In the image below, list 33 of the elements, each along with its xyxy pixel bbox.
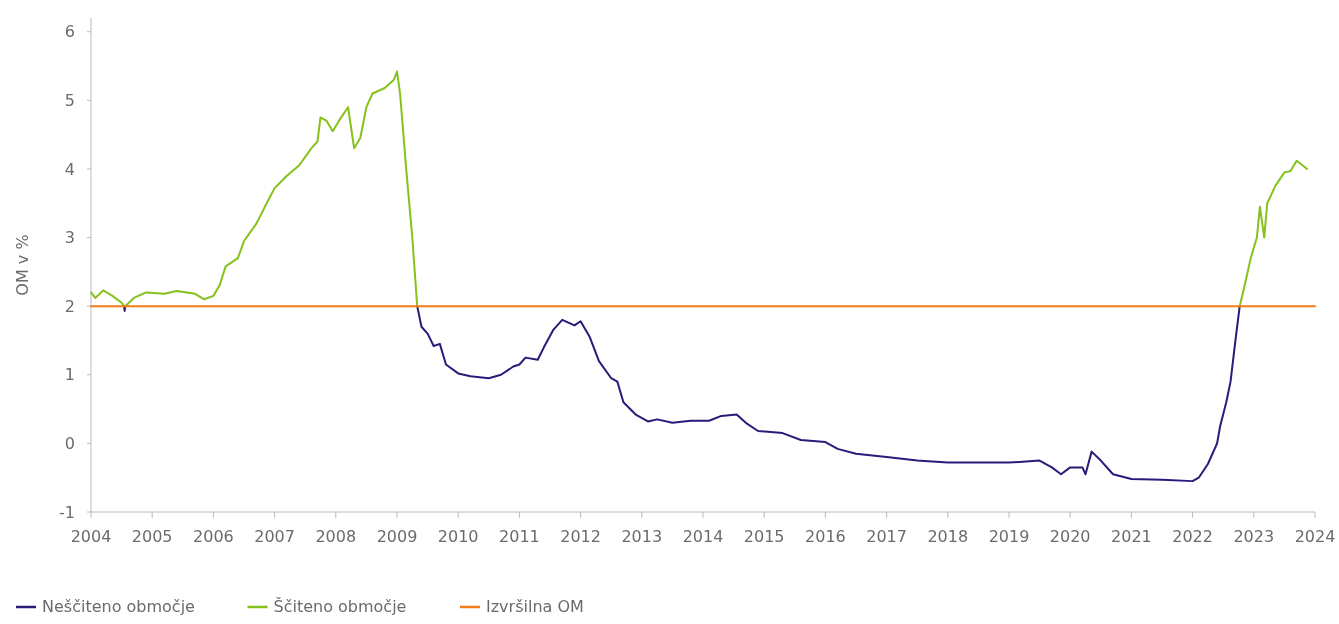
- x-tick-label: 2006: [193, 527, 234, 546]
- x-tick-label: 2018: [927, 527, 969, 546]
- x-tick-label: 2020: [1049, 527, 1091, 546]
- x-tick-label: 2019: [988, 527, 1030, 546]
- x-tick-label: 2021: [1111, 527, 1152, 546]
- x-tick-label: 2005: [131, 527, 173, 546]
- x-tick-label: 2017: [866, 527, 907, 546]
- y-tick-label: 6: [64, 22, 75, 42]
- x-tick-label: 2022: [1172, 527, 1213, 546]
- legend-label: Ščiteno območje: [273, 597, 407, 616]
- y-tick-label: 1: [64, 365, 75, 385]
- x-tick-label: 2024: [1294, 527, 1336, 546]
- y-tick-label: 5: [64, 90, 75, 110]
- x-tick-label: 2014: [682, 527, 724, 546]
- x-tick-label: 2010: [437, 527, 479, 546]
- x-tick-label: 2011: [499, 527, 540, 546]
- legend-label: Neščiteno območje: [42, 597, 195, 616]
- x-tick-label: 2023: [1233, 527, 1275, 546]
- y-axis-title: OM v %: [13, 234, 32, 296]
- x-tick-label: 2007: [254, 527, 295, 546]
- y-tick-label: -1: [59, 502, 75, 522]
- y-tick-label: 3: [64, 228, 75, 248]
- x-tick-label: 2004: [70, 527, 112, 546]
- x-tick-label: 2009: [376, 527, 418, 546]
- x-tick-label: 2012: [560, 527, 601, 546]
- y-tick-label: 4: [64, 159, 75, 179]
- x-tick-label: 2015: [743, 527, 785, 546]
- x-tick-label: 2008: [315, 527, 357, 546]
- y-tick-label: 2: [64, 296, 75, 316]
- x-tick-label: 2013: [621, 527, 663, 546]
- legend-label: Izvršilna OM: [486, 597, 584, 616]
- y-tick-label: 0: [64, 433, 75, 453]
- x-tick-label: 2016: [805, 527, 846, 546]
